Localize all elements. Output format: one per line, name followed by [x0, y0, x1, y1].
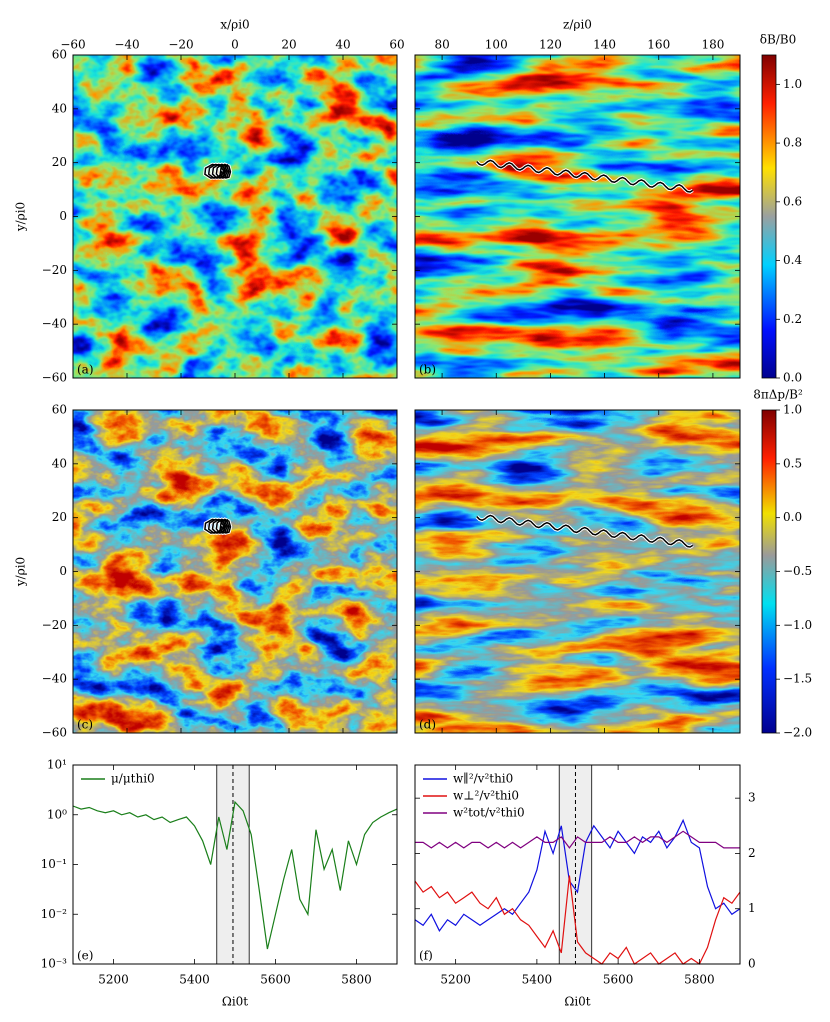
- panel-label: (c): [77, 718, 93, 732]
- y-tick-label: 0: [748, 957, 756, 971]
- colorbar: [761, 54, 777, 379]
- x-axis-label: Ωi0t: [564, 995, 590, 1009]
- y-tick-label: −40: [42, 317, 67, 331]
- trajectory: [204, 163, 232, 179]
- colorbar-tick-label: −0.5: [783, 564, 812, 578]
- series-line: [72, 800, 398, 950]
- highlight-span: [558, 764, 593, 965]
- y-tick-label: 0: [59, 209, 67, 223]
- series-line: [415, 830, 740, 849]
- x-tick-label: 5200: [98, 973, 129, 987]
- colorbar-label: δB/B0: [760, 33, 797, 47]
- colorbar-tick-label: 0.6: [783, 194, 802, 208]
- x-axis-label: x/ρi0: [220, 18, 249, 32]
- y-tick-label: 10¹: [47, 758, 67, 772]
- panel: μ/μthi0 5200 5400 5600 5800 10¹ 10⁰ 10⁻¹ 10⁻² 10⁻…: [41, 758, 398, 1009]
- colorbar-tick-label: −1.5: [783, 672, 812, 686]
- x-tick-label: 180: [701, 38, 724, 52]
- y-tick-label: 0: [59, 564, 67, 578]
- legend-label: w∥²/v²thi0: [453, 772, 513, 786]
- field-image: [73, 55, 397, 378]
- y-tick-label: −40: [42, 672, 67, 686]
- colorbar-tick-label: 1.0: [783, 403, 802, 417]
- x-tick-label: 5800: [684, 973, 715, 987]
- x-tick-label: −20: [168, 38, 193, 52]
- y-tick-label: 40: [52, 456, 67, 470]
- panel: −60 −40 −20 0 20 40 60−60−40−200204060x/ρi0y/ρ…: [14, 18, 405, 385]
- panel-label: (a): [77, 363, 94, 377]
- panel-label: (e): [77, 949, 93, 963]
- y-axis-label: y/ρi0: [14, 202, 28, 232]
- y-tick-label: 20: [52, 510, 67, 524]
- x-tick-label: 160: [647, 38, 670, 52]
- y-tick-label: −20: [42, 618, 67, 632]
- x-tick-label: 80: [434, 38, 449, 52]
- y-tick-label: 40: [52, 101, 67, 115]
- colorbar-tick-label: −2.0: [783, 726, 812, 740]
- y-tick-label: 60: [52, 403, 67, 417]
- panel: −60 −40 −20 0 20 40 60 y/ρi0 (c): [14, 403, 398, 740]
- series-line: [414, 818, 741, 932]
- colorbar-tick-label: −1.0: [783, 618, 812, 632]
- field-image: [415, 55, 740, 378]
- x-tick-label: 120: [539, 38, 562, 52]
- colorbar-tick-label: 1.0: [783, 77, 802, 91]
- x-tick-label: −60: [60, 38, 85, 52]
- panel: 80 100 120 140 160 180 z/ρi0 (b) 0.0 0.2 0.4 0.6 0.8…: [414, 18, 802, 385]
- x-tick-label: 100: [485, 38, 508, 52]
- panel-label: (b): [419, 363, 436, 377]
- legend-label: μ/μthi0: [111, 772, 155, 786]
- y-tick-label: 10⁻²: [41, 907, 68, 921]
- x-tick-label: 0: [231, 38, 239, 52]
- legend-label: w²tot/v²thi0: [453, 806, 525, 820]
- x-tick-label: 20: [281, 38, 296, 52]
- trajectory: [476, 514, 694, 548]
- x-axis-label: Ωi0t: [222, 995, 248, 1009]
- y-tick-label: 2: [748, 846, 756, 860]
- y-tick-label: −60: [42, 371, 67, 385]
- colorbar-tick-label: 0.0: [783, 510, 802, 524]
- y-tick-label: −20: [42, 263, 67, 277]
- x-tick-label: 140: [593, 38, 616, 52]
- x-tick-label: 60: [389, 38, 404, 52]
- x-tick-label: 5800: [341, 973, 372, 987]
- panel-label: (d): [419, 718, 436, 732]
- colorbar-tick-label: 0.8: [783, 136, 802, 150]
- legend-label: w⊥²/v²thi0: [453, 789, 519, 803]
- x-tick-label: 5600: [603, 973, 634, 987]
- colorbar-tick-label: 0.2: [783, 312, 802, 326]
- y-tick-label: 10⁰: [47, 807, 67, 821]
- trajectory: [204, 518, 232, 534]
- y-tick-label: 1: [748, 901, 756, 915]
- y-tick-label: 20: [52, 155, 67, 169]
- series-line: [414, 875, 741, 965]
- y-tick-label: 10⁻³: [41, 957, 68, 971]
- x-tick-label: 5400: [179, 973, 210, 987]
- colorbar-tick-label: 0.0: [783, 371, 802, 385]
- panel-label: (f): [419, 949, 433, 963]
- field-image: [73, 410, 397, 733]
- colorbar-tick-label: 0.4: [783, 253, 802, 267]
- colorbar-tick-label: 0.5: [783, 456, 802, 470]
- x-tick-label: −40: [114, 38, 139, 52]
- y-tick-label: 10⁻¹: [41, 857, 67, 871]
- colorbar-label: 8πΔp/B²: [753, 388, 803, 402]
- plot-frame: [414, 764, 741, 965]
- x-tick-label: 40: [335, 38, 350, 52]
- x-tick-label: 5200: [440, 973, 471, 987]
- colorbar: [761, 409, 777, 734]
- trajectory: [476, 159, 694, 193]
- field-image: [415, 410, 740, 733]
- x-tick-label: 5600: [260, 973, 291, 987]
- y-tick-label: 60: [52, 48, 67, 62]
- y-tick-label: 3: [748, 791, 756, 805]
- y-tick-label: −60: [42, 726, 67, 740]
- y-axis-label: y/ρi0: [14, 557, 28, 587]
- x-tick-label: 5400: [522, 973, 553, 987]
- panel: w∥²/v²thi0 w⊥²/v²thi0 w²tot/v²thi0 5200 5400…: [414, 764, 756, 1009]
- x-axis-label: z/ρi0: [563, 18, 592, 32]
